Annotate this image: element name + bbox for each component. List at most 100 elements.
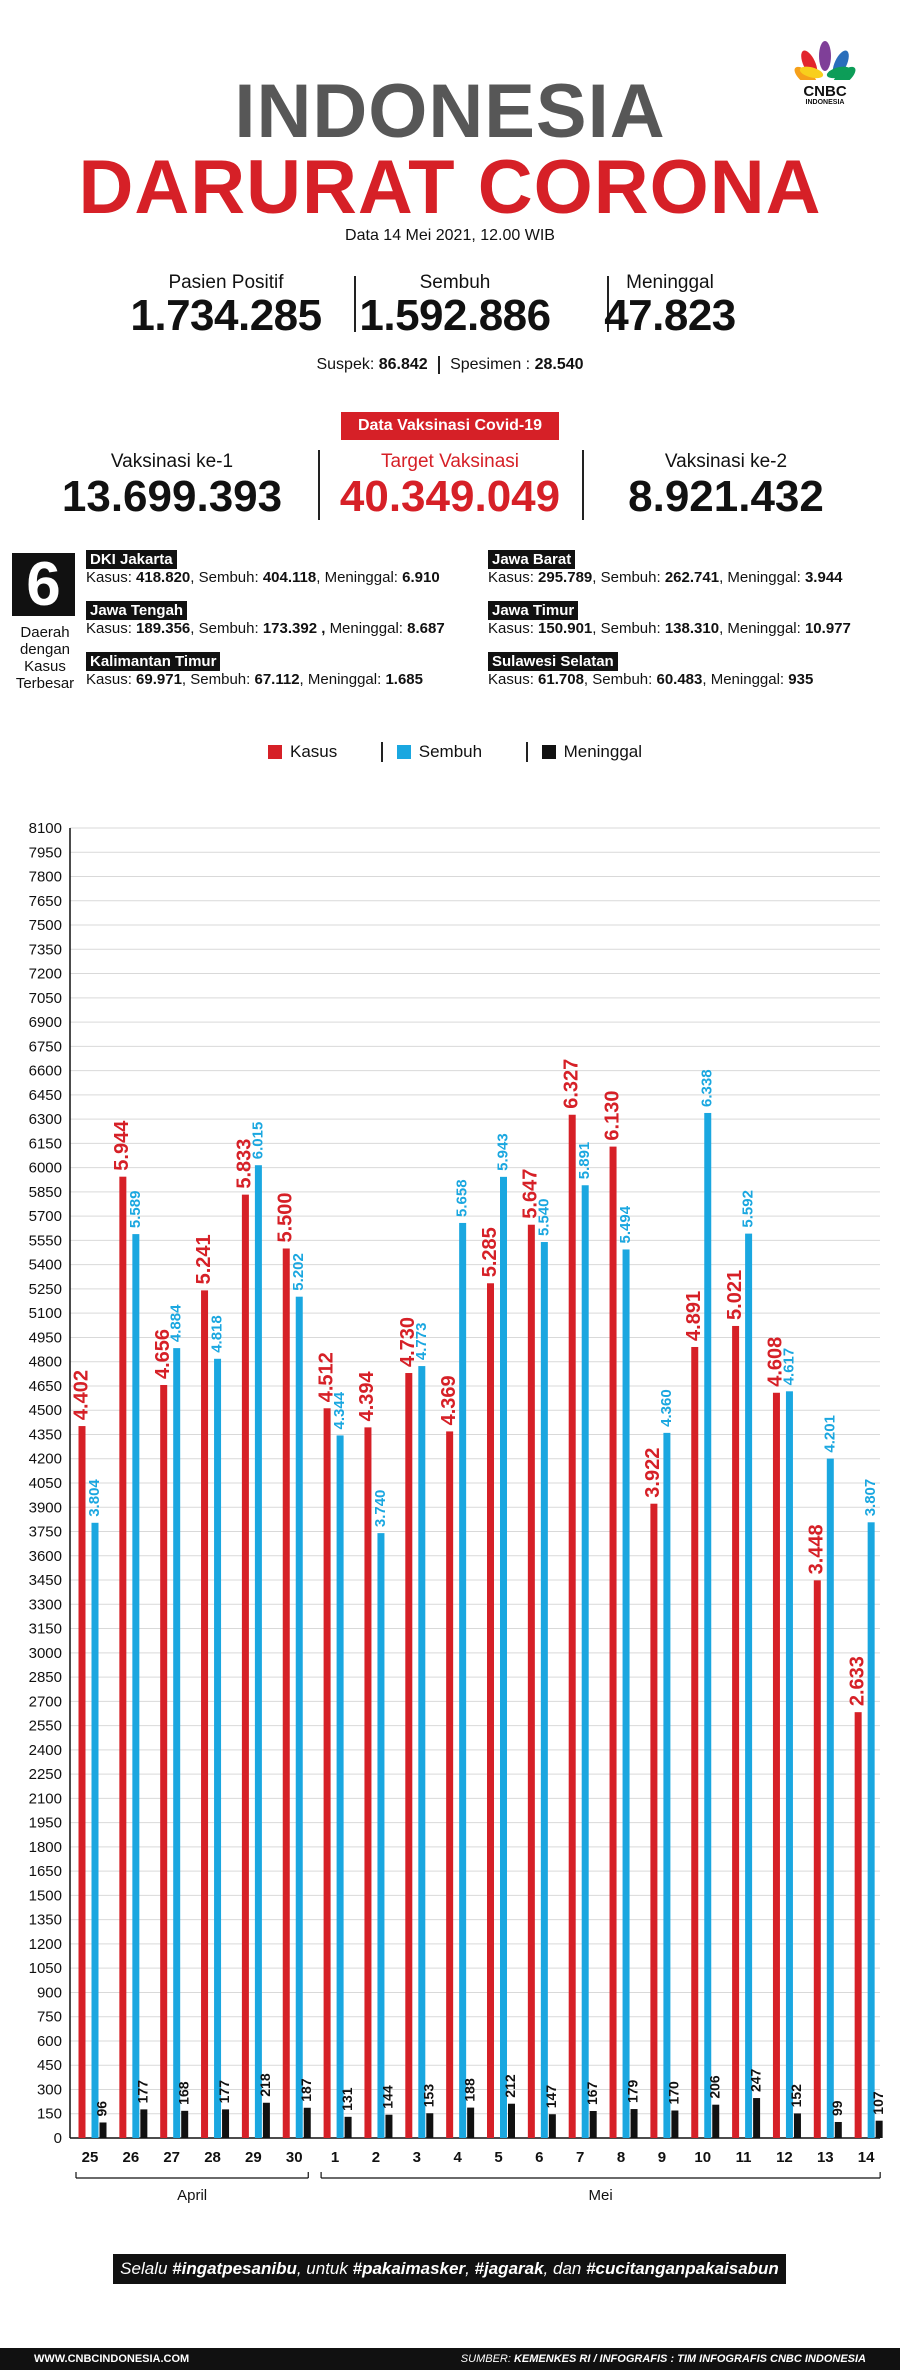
data-label-kasus: 4.394 xyxy=(356,1370,378,1421)
meninggal-label: Meninggal xyxy=(626,272,714,293)
bar-kasus xyxy=(772,1392,780,2138)
y-tick-label: 7950 xyxy=(29,844,62,861)
bar-meninggal xyxy=(467,2107,475,2138)
bar-meninggal xyxy=(140,2109,148,2138)
data-label-sembuh: 5.943 xyxy=(494,1133,511,1171)
bar-sembuh xyxy=(418,1366,426,2138)
y-tick-label: 5550 xyxy=(29,1232,62,1249)
spesimen-label: Spesimen : xyxy=(450,356,531,374)
bar-sembuh xyxy=(377,1533,385,2138)
y-tick-label: 1200 xyxy=(29,1936,62,1953)
suspek-value: 86.842 xyxy=(378,356,428,374)
y-tick-label: 4650 xyxy=(29,1378,62,1395)
data-label-meninggal: 107 xyxy=(870,2091,886,2115)
data-label-sembuh: 4.360 xyxy=(658,1389,675,1427)
region-name: Jawa Timur xyxy=(488,601,579,620)
suspek-label: Suspek: xyxy=(316,356,375,374)
data-label-meninggal: 179 xyxy=(625,2079,641,2103)
data-label-sembuh: 5.891 xyxy=(576,1142,593,1180)
y-tick-label: 4200 xyxy=(29,1451,62,1468)
data-label-kasus: 6.327 xyxy=(560,1059,582,1109)
x-tick-label: 6 xyxy=(535,2149,543,2166)
bar-meninggal xyxy=(834,2121,842,2138)
bar-kasus xyxy=(487,1283,494,2138)
data-label-sembuh: 4.617 xyxy=(780,1348,797,1386)
y-tick-label: 7500 xyxy=(29,917,62,934)
footer-website: WWW.CNBCINDONESIA.COM xyxy=(34,2353,190,2365)
region-dki-jakarta: DKI Jakarta Kasus: 418.820, Sembuh: 404.… xyxy=(86,550,440,586)
y-tick-label: 1500 xyxy=(29,1887,62,1904)
bar-kasus xyxy=(527,1224,535,2138)
region-stats: Kasus: 295.789, Sembuh: 262.741, Meningg… xyxy=(488,569,843,586)
y-tick-label: 3600 xyxy=(29,1548,62,1565)
data-label-sembuh: 5.658 xyxy=(454,1179,471,1217)
bar-sembuh xyxy=(785,1391,793,2138)
region-stats: Kasus: 150.901, Sembuh: 138.310, Meningg… xyxy=(488,620,851,637)
bar-kasus xyxy=(446,1431,454,2138)
legend-swatch-kasus xyxy=(268,745,282,759)
data-label-meninggal: 206 xyxy=(706,2075,722,2099)
y-tick-label: 750 xyxy=(37,2009,62,2026)
x-tick-label: 7 xyxy=(576,2149,584,2166)
vaksinasi-badge: Data Vaksinasi Covid-19 xyxy=(341,412,559,440)
y-tick-label: 0 xyxy=(54,2130,62,2147)
y-tick-label: 4350 xyxy=(29,1426,62,1443)
y-tick-label: 2700 xyxy=(29,1693,62,1710)
y-tick-label: 5100 xyxy=(29,1305,62,1322)
legend-label-meninggal: Meninggal xyxy=(563,742,643,761)
region-name: Kalimantan Timur xyxy=(86,652,221,671)
bar-kasus xyxy=(364,1427,372,2138)
data-label-meninggal: 177 xyxy=(135,2080,151,2104)
x-tick-label: 29 xyxy=(245,2149,262,2166)
bar-meninggal xyxy=(344,2116,352,2138)
y-tick-label: 5250 xyxy=(29,1281,62,1298)
data-label-kasus: 5.241 xyxy=(193,1234,215,1284)
data-label-sembuh: 4.201 xyxy=(821,1415,838,1453)
bar-meninggal xyxy=(426,2113,434,2138)
x-tick-label: 5 xyxy=(494,2149,502,2166)
bar-meninggal xyxy=(262,2102,270,2138)
y-tick-label: 2250 xyxy=(29,1766,62,1783)
bar-kasus xyxy=(323,1408,331,2138)
data-label-sembuh: 3.740 xyxy=(372,1490,389,1528)
separator xyxy=(381,742,383,762)
data-label-meninggal: 187 xyxy=(298,2078,314,2102)
legend-label-kasus: Kasus xyxy=(290,742,338,761)
chart-legend: Kasus Sembuh Meninggal xyxy=(268,742,642,762)
bar-kasus xyxy=(813,1580,821,2138)
x-tick-label: 26 xyxy=(123,2149,140,2166)
y-tick-label: 7350 xyxy=(29,941,62,958)
y-tick-label: 4800 xyxy=(29,1354,62,1371)
bar-sembuh xyxy=(540,1242,548,2138)
separator xyxy=(354,276,356,332)
bar-kasus xyxy=(405,1373,413,2138)
sembuh-label: Sembuh xyxy=(419,272,491,293)
bar-meninggal xyxy=(222,2109,230,2138)
data-label-sembuh: 4.818 xyxy=(209,1315,226,1353)
data-label-kasus: 5.944 xyxy=(111,1120,133,1171)
bar-sembuh xyxy=(295,1296,303,2138)
data-label-kasus: 4.512 xyxy=(315,1352,337,1402)
x-tick-label: 30 xyxy=(286,2149,303,2166)
y-tick-label: 6750 xyxy=(29,1038,62,1055)
data-label-sembuh: 5.589 xyxy=(127,1191,144,1229)
bar-kasus xyxy=(854,1712,862,2138)
region-jawa-tengah: Jawa Tengah Kasus: 189.356, Sembuh: 173.… xyxy=(86,601,445,637)
bar-sembuh xyxy=(581,1185,589,2138)
y-tick-label: 4500 xyxy=(29,1402,62,1419)
y-tick-label: 300 xyxy=(37,2081,62,2098)
bar-meninggal xyxy=(303,2107,311,2138)
x-tick-label: 25 xyxy=(82,2149,99,2166)
x-tick-label: 4 xyxy=(453,2149,462,2166)
positif-label: Pasien Positif xyxy=(168,272,284,293)
y-tick-label: 1050 xyxy=(29,1960,62,1977)
bar-meninggal xyxy=(793,2113,801,2138)
data-label-meninggal: 147 xyxy=(543,2085,559,2109)
data-label-meninggal: 188 xyxy=(461,2078,477,2102)
data-label-meninggal: 168 xyxy=(175,2081,191,2105)
bar-kasus xyxy=(78,1426,86,2138)
vaksinasi-1-label: Vaksinasi ke-1 xyxy=(110,451,234,472)
region-stats: Kasus: 189.356, Sembuh: 173.392 , Mening… xyxy=(86,620,445,637)
bar-sembuh xyxy=(336,1435,344,2138)
data-label-meninggal: 152 xyxy=(788,2084,804,2108)
